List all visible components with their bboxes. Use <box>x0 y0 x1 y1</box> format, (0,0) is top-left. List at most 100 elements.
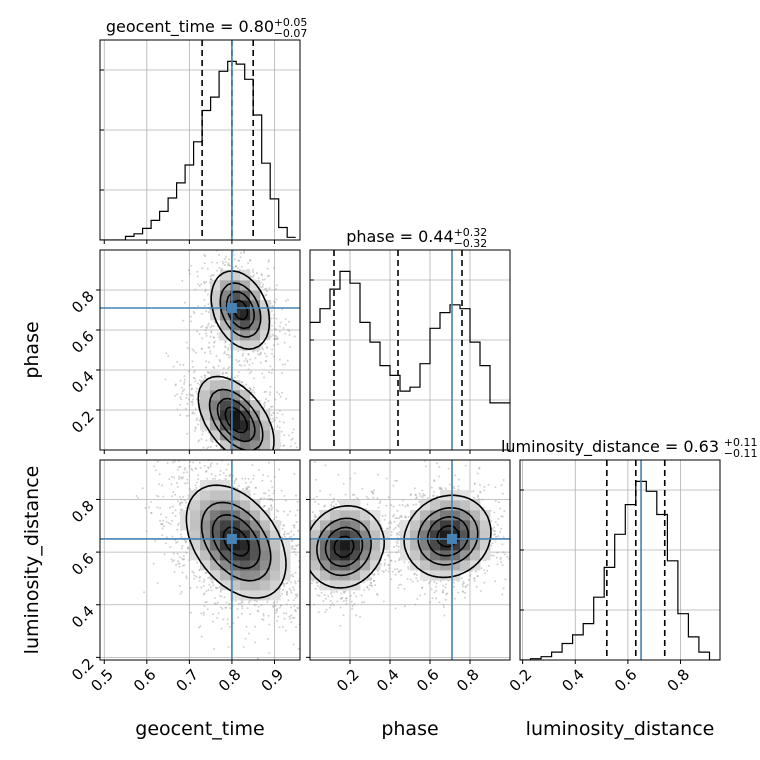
sample-point <box>268 498 271 501</box>
hist-bins <box>100 40 296 240</box>
sample-point <box>185 414 188 417</box>
sample-point <box>204 571 207 574</box>
sample-point <box>301 580 303 582</box>
sample-point <box>273 267 275 269</box>
sample-point <box>209 465 212 468</box>
sample-point <box>236 469 238 471</box>
sample-point <box>173 476 176 479</box>
sample-point <box>225 455 227 457</box>
sample-point <box>211 451 213 453</box>
sample-point <box>152 562 155 565</box>
sample-point <box>171 512 174 514</box>
sample-point <box>251 464 254 467</box>
sample-point <box>269 391 272 394</box>
sample-point <box>203 351 206 354</box>
2d-panel-geocent-time-vs-luminosity-distance <box>99 432 303 661</box>
sample-point <box>155 469 157 472</box>
sample-point <box>255 464 257 466</box>
sample-point <box>255 600 258 603</box>
sample-point <box>269 385 272 388</box>
density-cell <box>180 510 191 521</box>
density-cell <box>210 490 221 501</box>
title-plus: +0.11 <box>724 436 758 449</box>
density-cell <box>230 270 241 281</box>
sample-point <box>193 441 195 443</box>
sample-point <box>205 310 208 313</box>
sample-point <box>191 412 194 415</box>
sample-point <box>202 593 205 596</box>
sample-point <box>197 423 200 426</box>
sample-point <box>200 612 203 615</box>
sample-point <box>481 498 484 501</box>
density-cell <box>190 510 201 521</box>
sample-point <box>170 432 172 434</box>
sample-point <box>185 577 188 580</box>
sample-point <box>329 604 332 607</box>
sample-point <box>183 388 186 391</box>
sample-point <box>213 647 216 650</box>
sample-point <box>285 467 287 469</box>
sample-point <box>242 487 244 490</box>
sample-point <box>243 475 245 477</box>
sample-point <box>453 581 455 584</box>
sample-point <box>494 521 497 524</box>
sample-point <box>383 564 386 567</box>
sample-point <box>207 371 209 374</box>
sample-point <box>265 463 267 465</box>
sample-point <box>294 514 297 517</box>
sample-point <box>244 477 247 480</box>
sample-point <box>292 533 295 536</box>
sample-point <box>182 554 185 557</box>
sample-point <box>212 620 214 623</box>
sample-point <box>198 333 201 335</box>
sample-point <box>438 601 441 604</box>
sample-point <box>290 621 293 624</box>
sample-point <box>269 505 272 507</box>
density-cell <box>230 290 241 301</box>
density-cell <box>270 590 281 601</box>
sample-point <box>266 267 269 270</box>
sample-point <box>191 365 194 368</box>
sample-point <box>270 455 272 457</box>
sample-point <box>255 272 258 275</box>
sample-point <box>245 469 247 471</box>
sample-point <box>531 541 533 543</box>
sample-point <box>205 439 208 442</box>
density-cell <box>230 590 241 601</box>
density-cell <box>230 330 241 341</box>
sample-point <box>262 283 264 286</box>
density-cell <box>230 550 241 561</box>
sample-point <box>291 616 294 619</box>
sample-point <box>244 457 246 459</box>
density-cell <box>240 320 251 331</box>
sample-point <box>332 497 335 500</box>
sample-point <box>285 591 288 594</box>
sample-point <box>263 492 265 494</box>
sample-point <box>165 516 168 519</box>
sample-point <box>294 553 297 556</box>
density-cell <box>210 370 221 381</box>
sample-point <box>164 378 167 381</box>
density-cell <box>200 410 211 421</box>
sample-point <box>188 269 191 272</box>
sample-point <box>293 335 296 338</box>
sample-point <box>225 371 227 374</box>
sample-point <box>233 480 236 483</box>
sample-point <box>217 601 219 604</box>
sample-point <box>252 268 254 271</box>
sample-point <box>242 467 244 469</box>
sample-point <box>218 358 221 361</box>
sample-point <box>195 486 198 489</box>
sample-point <box>214 596 216 599</box>
sample-point <box>218 266 221 269</box>
sample-point <box>274 335 277 337</box>
sample-point <box>158 454 160 456</box>
density-cell <box>220 310 231 321</box>
sample-point <box>219 606 222 609</box>
sample-point <box>176 393 179 396</box>
sample-point <box>204 470 207 473</box>
sample-point <box>287 599 290 602</box>
sample-point <box>272 417 275 420</box>
sample-point <box>274 604 277 607</box>
sample-point <box>254 603 257 606</box>
